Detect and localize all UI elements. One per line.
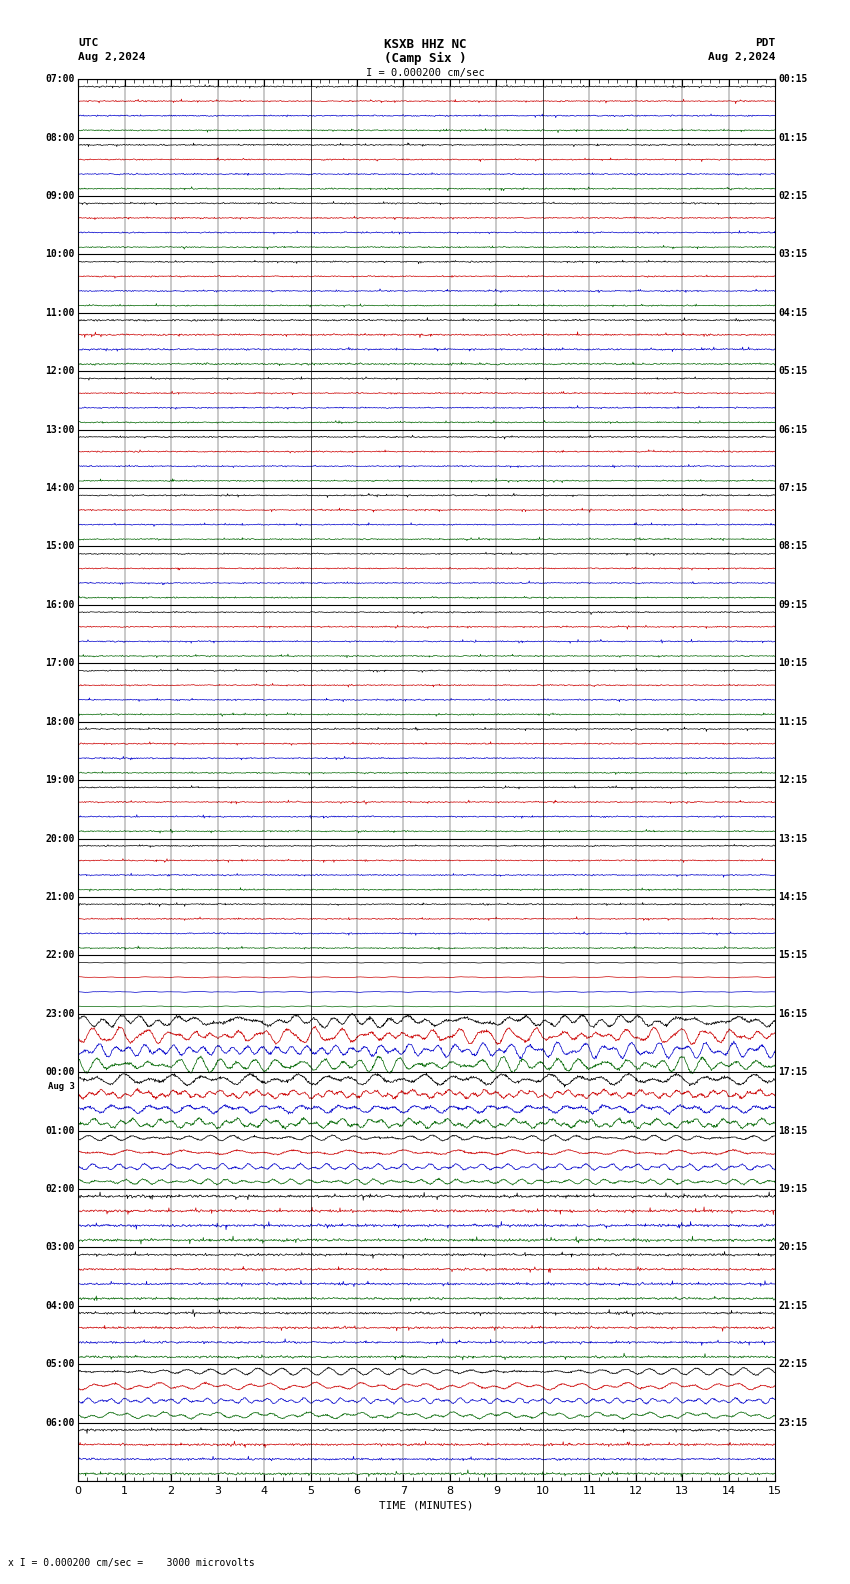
X-axis label: TIME (MINUTES): TIME (MINUTES): [379, 1500, 474, 1510]
Text: 22:00: 22:00: [45, 950, 75, 960]
Text: 05:00: 05:00: [45, 1359, 75, 1369]
Text: PDT: PDT: [755, 38, 775, 48]
Text: 11:00: 11:00: [45, 307, 75, 318]
Text: 04:00: 04:00: [45, 1300, 75, 1312]
Text: 14:00: 14:00: [45, 483, 75, 493]
Text: 23:15: 23:15: [779, 1418, 808, 1427]
Text: 09:15: 09:15: [779, 600, 808, 610]
Text: 10:00: 10:00: [45, 249, 75, 260]
Text: 14:15: 14:15: [779, 892, 808, 901]
Text: 03:15: 03:15: [779, 249, 808, 260]
Text: Aug 2,2024: Aug 2,2024: [708, 52, 775, 62]
Text: 13:00: 13:00: [45, 425, 75, 434]
Text: 18:15: 18:15: [779, 1126, 808, 1136]
Text: 17:15: 17:15: [779, 1068, 808, 1077]
Text: 19:00: 19:00: [45, 775, 75, 786]
Text: 06:00: 06:00: [45, 1418, 75, 1427]
Text: Aug 2,2024: Aug 2,2024: [78, 52, 145, 62]
Text: 07:15: 07:15: [779, 483, 808, 493]
Text: 02:00: 02:00: [45, 1183, 75, 1194]
Text: 21:00: 21:00: [45, 892, 75, 901]
Text: UTC: UTC: [78, 38, 99, 48]
Text: 00:15: 00:15: [779, 74, 808, 84]
Text: 00:00: 00:00: [45, 1068, 75, 1077]
Text: 15:00: 15:00: [45, 542, 75, 551]
Text: 16:00: 16:00: [45, 600, 75, 610]
Text: KSXB HHZ NC: KSXB HHZ NC: [383, 38, 467, 51]
Text: I = 0.000200 cm/sec: I = 0.000200 cm/sec: [366, 68, 484, 78]
Text: 05:15: 05:15: [779, 366, 808, 377]
Text: 01:00: 01:00: [45, 1126, 75, 1136]
Text: 08:00: 08:00: [45, 133, 75, 143]
Text: (Camp Six ): (Camp Six ): [383, 52, 467, 65]
Text: 11:15: 11:15: [779, 716, 808, 727]
Text: 07:00: 07:00: [45, 74, 75, 84]
Text: 17:00: 17:00: [45, 659, 75, 668]
Text: 04:15: 04:15: [779, 307, 808, 318]
Text: 02:15: 02:15: [779, 192, 808, 201]
Text: 18:00: 18:00: [45, 716, 75, 727]
Text: Aug 3: Aug 3: [48, 1082, 75, 1091]
Text: 06:15: 06:15: [779, 425, 808, 434]
Text: 09:00: 09:00: [45, 192, 75, 201]
Text: 12:00: 12:00: [45, 366, 75, 377]
Text: 19:15: 19:15: [779, 1183, 808, 1194]
Text: x I = 0.000200 cm/sec =    3000 microvolts: x I = 0.000200 cm/sec = 3000 microvolts: [8, 1559, 255, 1568]
Text: 12:15: 12:15: [779, 775, 808, 786]
Text: 01:15: 01:15: [779, 133, 808, 143]
Text: 10:15: 10:15: [779, 659, 808, 668]
Text: 20:15: 20:15: [779, 1242, 808, 1253]
Text: 16:15: 16:15: [779, 1009, 808, 1019]
Text: 15:15: 15:15: [779, 950, 808, 960]
Text: 23:00: 23:00: [45, 1009, 75, 1019]
Text: 08:15: 08:15: [779, 542, 808, 551]
Text: 13:15: 13:15: [779, 833, 808, 844]
Text: 22:15: 22:15: [779, 1359, 808, 1369]
Text: 03:00: 03:00: [45, 1242, 75, 1253]
Text: 21:15: 21:15: [779, 1300, 808, 1312]
Text: 20:00: 20:00: [45, 833, 75, 844]
